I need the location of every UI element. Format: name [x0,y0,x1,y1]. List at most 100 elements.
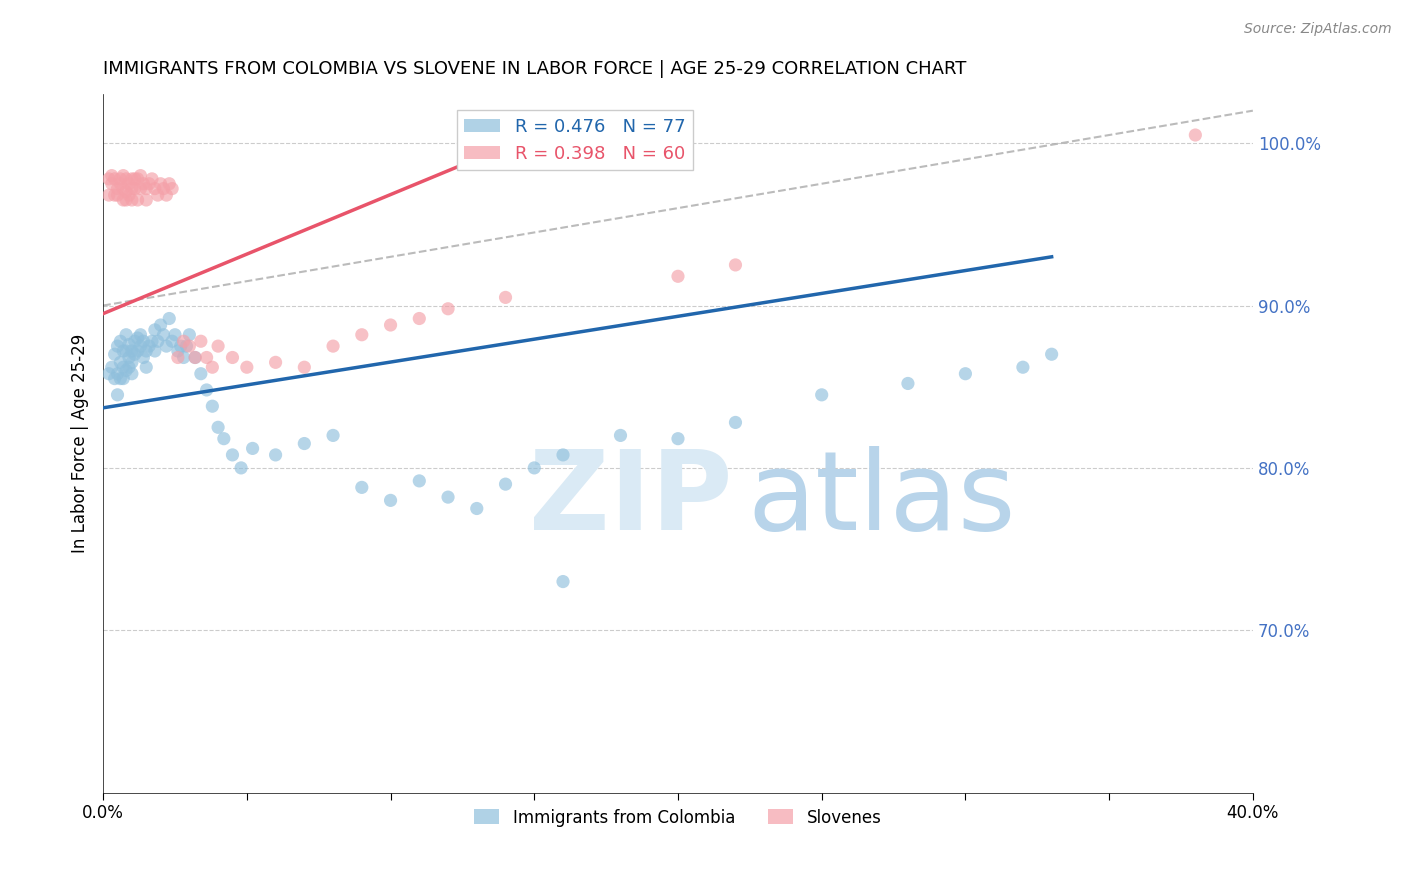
Point [190,367,212,381]
Point [124,334,146,349]
Point [107,181,129,195]
Point [110,371,132,385]
Point [107,188,129,202]
Point [127,343,149,358]
Point [127,193,149,207]
Point [135,193,157,207]
Point [1012,360,1035,375]
Point [115,185,138,199]
Point [322,428,344,442]
Point [380,318,402,332]
Point [666,432,689,446]
Point [149,318,172,332]
Point [201,360,224,375]
Legend: Immigrants from Colombia, Slovenes: Immigrants from Colombia, Slovenes [468,802,889,833]
Point [110,334,132,349]
Point [124,181,146,195]
Point [107,388,129,402]
Point [110,355,132,369]
Point [380,493,402,508]
Point [609,428,631,442]
Point [135,360,157,375]
Point [176,339,198,353]
Point [107,339,129,353]
Point [551,448,574,462]
Point [146,188,169,202]
Point [124,172,146,186]
Point [242,442,264,456]
Point [132,334,155,349]
Point [112,371,135,385]
Point [129,169,152,183]
Point [121,172,143,186]
Point [143,323,166,337]
Point [97,188,120,202]
Point [264,448,287,462]
Point [129,339,152,353]
Point [121,343,143,358]
Point [129,327,152,342]
Point [112,343,135,358]
Point [207,420,229,434]
Point [157,177,180,191]
Point [179,327,201,342]
Point [523,461,546,475]
Point [724,416,747,430]
Point [127,172,149,186]
Point [236,360,259,375]
Point [143,181,166,195]
Point [118,188,141,202]
Point [115,363,138,377]
Point [221,351,243,365]
Point [132,351,155,365]
Point [184,351,207,365]
Point [100,177,122,191]
Point [190,334,212,349]
Point [112,193,135,207]
Point [104,347,127,361]
Point [724,258,747,272]
Point [135,343,157,358]
Point [195,383,218,397]
Text: ZIP: ZIP [529,446,733,553]
Point [350,327,373,342]
Point [118,177,141,191]
Point [115,343,138,358]
Point [115,327,138,342]
Point [107,367,129,381]
Point [167,343,190,358]
Point [897,376,920,391]
Point [115,172,138,186]
Point [129,181,152,195]
Point [118,351,141,365]
Text: IMMIGRANTS FROM COLOMBIA VS SLOVENE IN LABOR FORCE | AGE 25-29 CORRELATION CHART: IMMIGRANTS FROM COLOMBIA VS SLOVENE IN L… [103,60,966,78]
Point [138,339,160,353]
Point [408,474,430,488]
Point [138,177,160,191]
Point [170,339,193,353]
Point [100,360,122,375]
Point [221,448,243,462]
Point [152,327,174,342]
Point [124,347,146,361]
Point [110,177,132,191]
Point [465,501,488,516]
Point [121,181,143,195]
Point [292,436,315,450]
Point [322,339,344,353]
Point [132,177,155,191]
Point [551,574,574,589]
Point [163,327,186,342]
Point [112,360,135,375]
Point [121,355,143,369]
Point [495,290,517,304]
Point [104,188,127,202]
Point [173,334,195,349]
Text: atlas: atlas [747,446,1015,553]
Point [350,480,373,494]
Point [810,388,832,402]
Point [160,334,183,349]
Point [437,301,460,316]
Point [152,181,174,195]
Point [118,360,141,375]
